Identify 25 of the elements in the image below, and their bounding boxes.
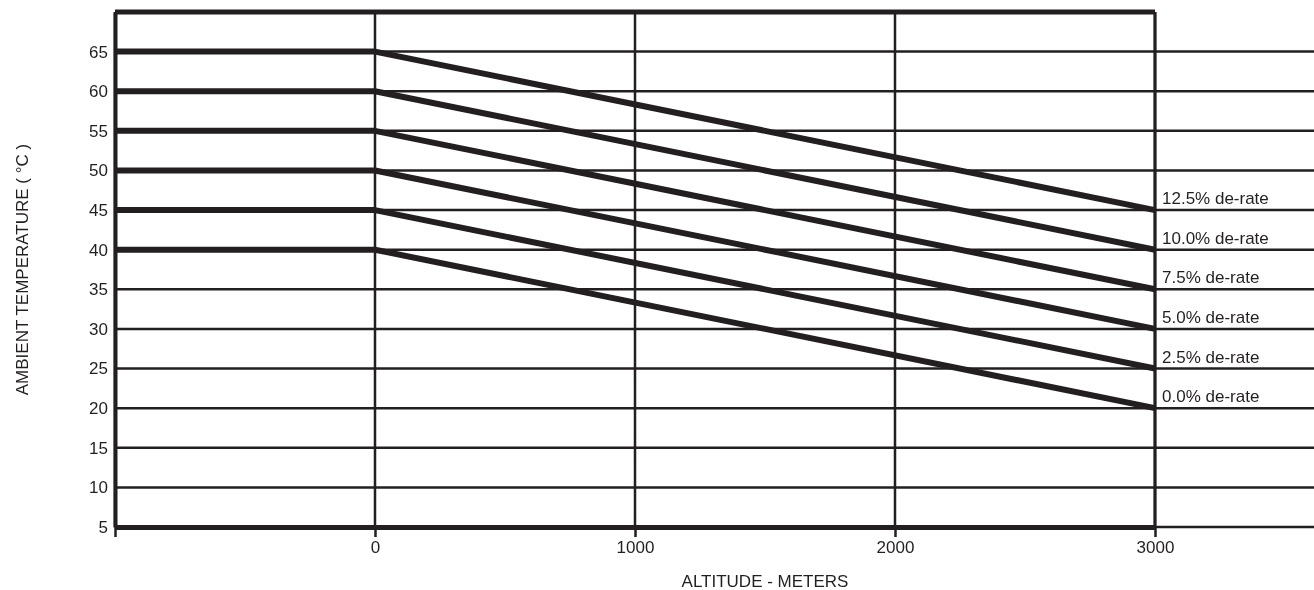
y-tick-label: 30 bbox=[89, 319, 108, 339]
y-tick-label: 20 bbox=[89, 399, 108, 419]
x-axis-title: ALTITUDE - METERS bbox=[681, 572, 849, 590]
x-tick-label: 3000 bbox=[1136, 538, 1175, 558]
y-tick-label: 15 bbox=[89, 438, 108, 458]
series-label: 12.5% de-rate bbox=[1162, 189, 1269, 209]
x-tick-label: 0 bbox=[370, 538, 381, 558]
y-tick-label: 25 bbox=[89, 359, 108, 379]
x-tick-label: 1000 bbox=[616, 538, 655, 558]
series-label: 2.5% de-rate bbox=[1162, 347, 1260, 367]
y-axis-title: AMBIENT TEMPERATURE ( °C ) bbox=[13, 143, 32, 396]
series-label: 0.0% de-rate bbox=[1162, 387, 1260, 407]
y-tick-label: 50 bbox=[89, 161, 108, 181]
y-tick-label: 35 bbox=[89, 280, 108, 300]
y-tick-label: 40 bbox=[89, 240, 108, 260]
y-tick-label: 10 bbox=[89, 478, 108, 498]
series-label: 7.5% de-rate bbox=[1162, 268, 1260, 288]
y-tick-label: 5 bbox=[98, 517, 108, 537]
x-tick-label: 2000 bbox=[876, 538, 915, 558]
series-label: 5.0% de-rate bbox=[1162, 307, 1260, 327]
y-tick-label: 45 bbox=[89, 201, 108, 221]
y-tick-label: 60 bbox=[89, 82, 108, 102]
y-tick-label: 55 bbox=[89, 121, 108, 141]
series-label: 10.0% de-rate bbox=[1162, 228, 1269, 248]
y-tick-label: 65 bbox=[89, 42, 108, 62]
